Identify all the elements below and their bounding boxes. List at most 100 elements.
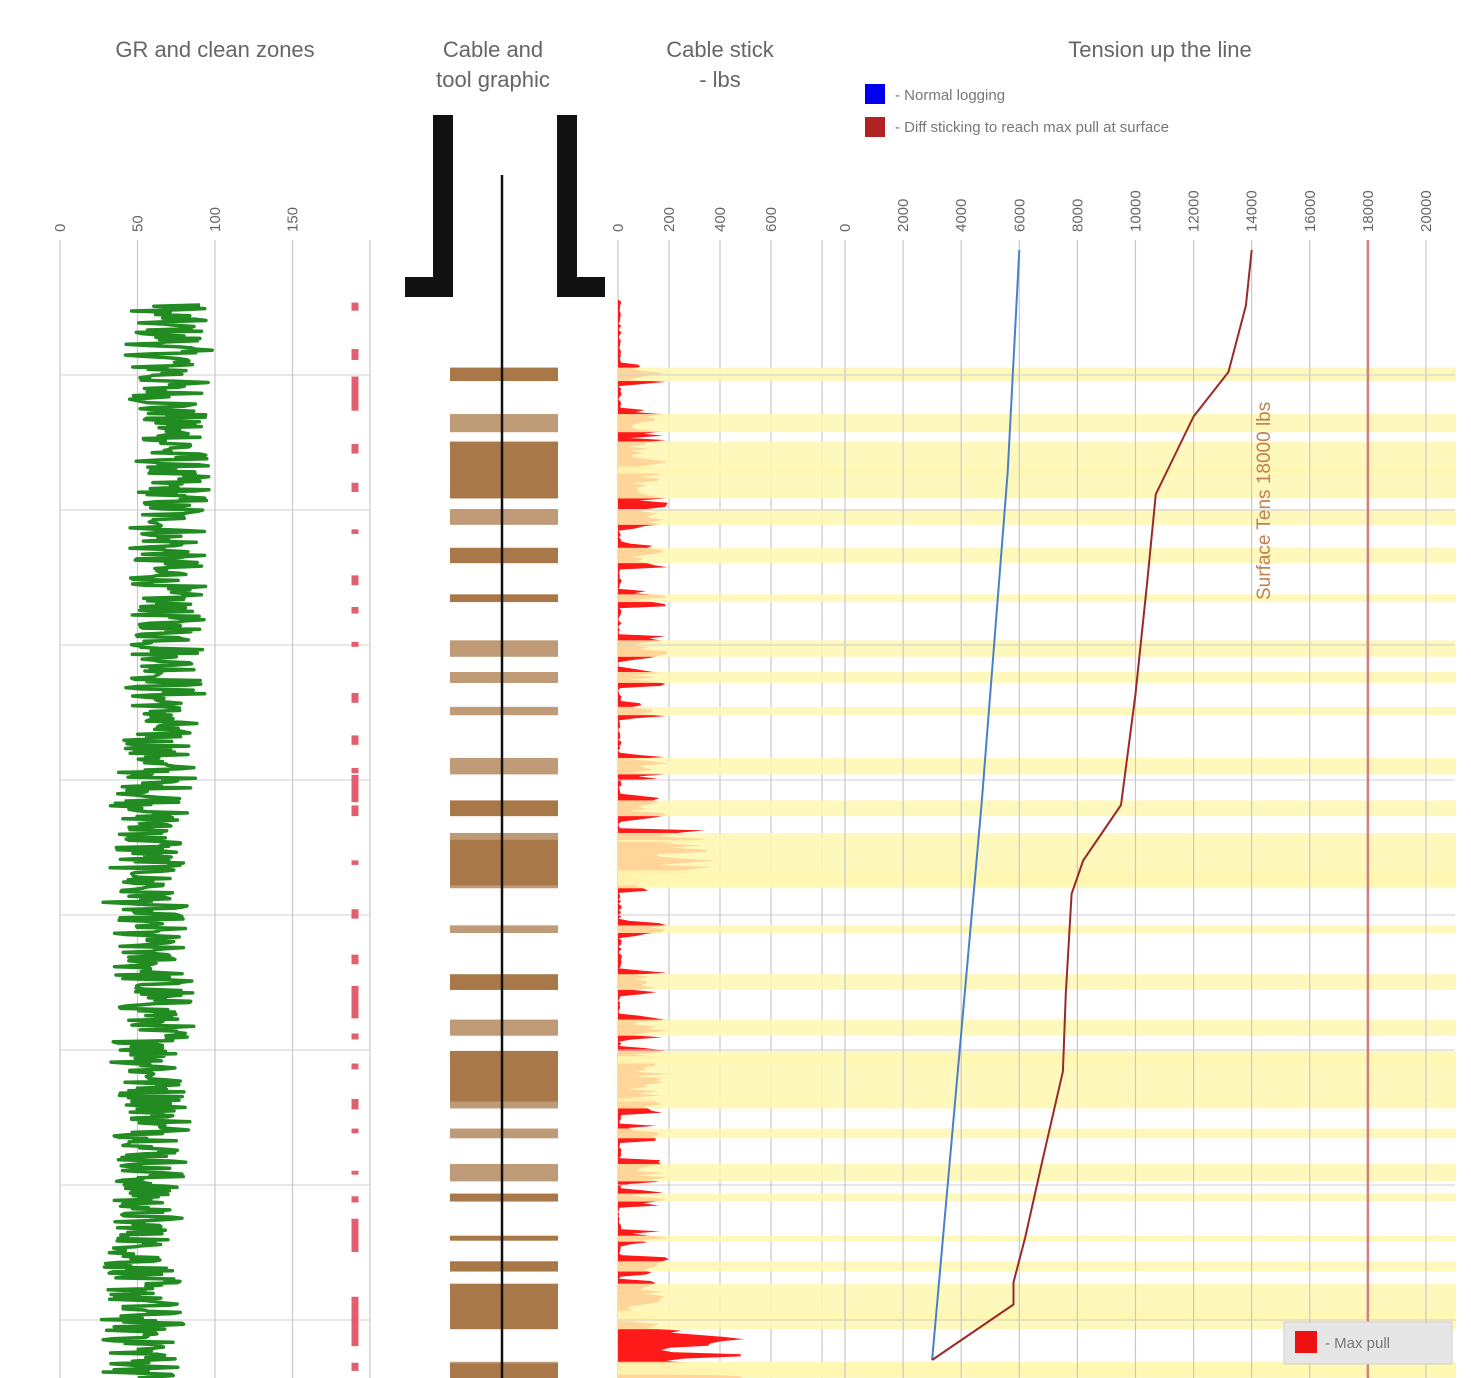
- tension-legend: - Normal logging - Diff sticking to reac…: [865, 84, 1169, 137]
- tool-band: [450, 671, 558, 683]
- stick-tick-label: 400: [712, 207, 729, 232]
- tool-band: [450, 1193, 558, 1202]
- legend-swatch-diff: [865, 117, 885, 137]
- tension-tick-label: 4000: [953, 199, 970, 232]
- tool-band: [450, 1235, 558, 1241]
- clean-zone-mark: [351, 860, 359, 865]
- zone-highlight: [618, 594, 1456, 603]
- tension-panel-title: Tension up the line: [1068, 37, 1251, 62]
- gr-tick-label: 100: [207, 207, 224, 232]
- tool-band: [450, 925, 558, 934]
- legend-swatch-normal: [865, 84, 885, 104]
- clean-zone-mark: [351, 529, 359, 534]
- zone-highlight: [618, 1235, 1456, 1242]
- tool-band: [450, 594, 558, 603]
- tension-curve-normal: [931, 249, 1021, 1361]
- clean-zone-mark: [351, 606, 359, 614]
- clean-zone-mark: [351, 1245, 359, 1253]
- clean-zone-mark: [351, 1218, 359, 1246]
- zone-highlight: [618, 509, 1456, 525]
- clean-zone-mark: [351, 735, 359, 745]
- tension-tick-label: 6000: [1011, 199, 1028, 232]
- gr-tick-label: 150: [285, 207, 302, 232]
- tension-tick-label: 0: [837, 224, 854, 232]
- gr-panel: 0 50 100 150: [52, 207, 371, 1378]
- tension-tick-label: 20000: [1418, 190, 1435, 232]
- zone-highlight: [618, 547, 1456, 564]
- clean-zone-mark: [351, 1128, 359, 1134]
- clean-zone-mark: [351, 767, 359, 774]
- tool-band: [450, 1283, 558, 1330]
- zone-highlight: [618, 414, 1456, 433]
- tool-band: [450, 757, 558, 775]
- zone-highlight: [618, 1019, 1456, 1036]
- tool-band: [450, 800, 558, 817]
- legend-label-normal: - Normal logging: [895, 87, 1005, 104]
- clean-zone-mark: [351, 1196, 359, 1203]
- tool-band: [450, 1019, 558, 1036]
- zone-highlight: [618, 671, 1456, 683]
- zone-highlight: [618, 706, 1456, 716]
- tool-band: [450, 1363, 558, 1378]
- clean-zone-mark: [351, 641, 359, 647]
- zone-highlight: [618, 367, 1456, 382]
- gr-tick-label: 0: [52, 224, 69, 232]
- stick-panel: 0 200 400 600: [610, 207, 823, 1378]
- tool-band: [450, 1098, 558, 1109]
- tension-tick-label: 2000: [895, 199, 912, 232]
- clean-zone-mark: [351, 1033, 359, 1040]
- tool-band: [450, 832, 558, 842]
- clean-zone-mark: [351, 1362, 359, 1371]
- tension-panel: 0 2000 4000 6000 8000 10000 12000 14000 16000 180…: [618, 190, 1455, 1378]
- clean-zone-mark: [351, 692, 359, 703]
- tool-band: [450, 1261, 558, 1272]
- clean-zone-mark: [351, 954, 359, 965]
- tension-tick-label: 14000: [1244, 190, 1261, 232]
- clean-zone-mark: [351, 985, 359, 994]
- max-pull-swatch: [1295, 1331, 1317, 1353]
- cable-panel: [405, 115, 605, 1378]
- clean-zone-mark: [351, 349, 359, 360]
- zone-highlight: [618, 1261, 1456, 1272]
- zone-highlight: [618, 974, 1456, 990]
- tool-band: [450, 414, 558, 433]
- tool-band: [450, 1163, 558, 1182]
- tool-band: [450, 367, 558, 382]
- clean-zone-mark: [351, 991, 359, 1019]
- tool-band: [450, 1128, 558, 1139]
- tension-tick-label: 12000: [1186, 190, 1203, 232]
- tool-band: [450, 640, 558, 657]
- tool-band: [450, 1056, 558, 1102]
- clean-zone-mark: [351, 909, 359, 919]
- clean-zone-mark: [351, 1063, 359, 1070]
- zone-highlight: [618, 1193, 1456, 1202]
- clean-zone-mark: [351, 444, 359, 454]
- zone-highlight: [618, 441, 1456, 499]
- tool-band: [450, 706, 558, 716]
- zone-highlight: [618, 839, 1456, 886]
- tension-tick-label: 18000: [1360, 190, 1377, 232]
- zone-highlight: [618, 1128, 1456, 1139]
- stick-tick-label: 200: [661, 207, 678, 232]
- zone-highlight: [618, 1163, 1456, 1182]
- clean-zone-mark: [351, 1298, 359, 1347]
- zone-highlight: [618, 757, 1456, 775]
- zone-highlight: [618, 1056, 1456, 1102]
- clean-zone-mark: [351, 575, 359, 586]
- tool-band: [450, 509, 558, 525]
- zone-highlight: [618, 640, 1456, 657]
- clean-zone-mark: [351, 1098, 359, 1110]
- zone-highlight: [618, 832, 1456, 842]
- max-pull-label: - Max pull: [1325, 1335, 1390, 1352]
- gr-panel-title: GR and clean zones: [115, 37, 314, 62]
- tool-band: [450, 441, 558, 499]
- clean-zone-mark: [351, 774, 359, 803]
- tension-curve-diff: [931, 249, 1253, 1361]
- tension-tick-label: 10000: [1127, 190, 1144, 232]
- clean-zone-mark: [351, 805, 359, 817]
- clean-zone-mark: [351, 482, 359, 493]
- zone-highlight: [618, 1363, 1456, 1378]
- zone-highlight: [618, 1098, 1456, 1109]
- stick-tick-label: 600: [763, 207, 780, 232]
